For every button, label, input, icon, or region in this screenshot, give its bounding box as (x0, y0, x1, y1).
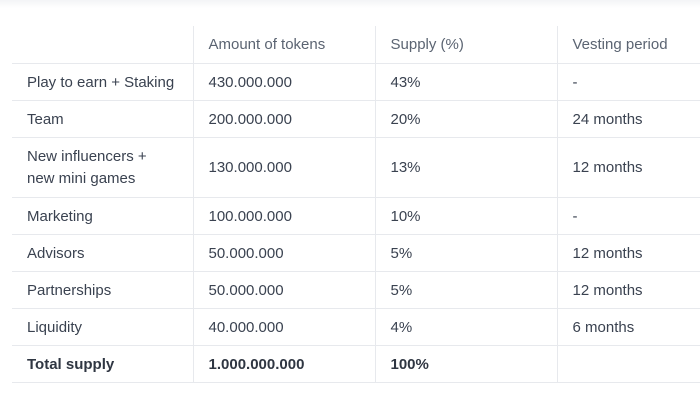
row-amount: 40.000.000 (192, 308, 375, 346)
row-supply: 4% (374, 308, 557, 346)
table-header: Amount of tokens Supply (%) Vesting peri… (12, 26, 700, 64)
total-vesting (556, 345, 700, 383)
token-allocation-table: Amount of tokens Supply (%) Vesting peri… (12, 26, 700, 383)
table-row: Advisors 50.000.000 5% 12 months (12, 234, 700, 272)
row-label: Play to earn + Staking (12, 63, 193, 101)
row-label: Liquidity (12, 308, 193, 346)
table-row: New influencers + new mini games 130.000… (12, 137, 700, 198)
total-label: Total supply (12, 345, 193, 383)
row-supply: 20% (374, 100, 557, 138)
row-amount: 50.000.000 (192, 271, 375, 309)
header-row: Amount of tokens Supply (%) Vesting peri… (12, 26, 700, 64)
row-label: Marketing (12, 197, 193, 235)
header-supply: Supply (%) (374, 26, 557, 64)
total-supply: 100% (374, 345, 557, 383)
row-vesting: 12 months (556, 234, 700, 272)
total-amount: 1.000.000.000 (192, 345, 375, 383)
table-row: Partnerships 50.000.000 5% 12 months (12, 271, 700, 309)
row-vesting: 12 months (556, 271, 700, 309)
row-supply: 13% (374, 137, 557, 198)
top-strip (0, 0, 700, 8)
row-supply: 10% (374, 197, 557, 235)
row-vesting: 12 months (556, 137, 700, 198)
row-supply: 5% (374, 271, 557, 309)
table-row: Marketing 100.000.000 10% - (12, 197, 700, 235)
table-row: Play to earn + Staking 430.000.000 43% - (12, 63, 700, 101)
header-vesting: Vesting period (556, 26, 700, 64)
row-vesting: 24 months (556, 100, 700, 138)
row-vesting: 6 months (556, 308, 700, 346)
row-vesting: - (556, 63, 700, 101)
table-body: Play to earn + Staking 430.000.000 43% -… (12, 63, 700, 383)
row-amount: 430.000.000 (192, 63, 375, 101)
row-supply: 5% (374, 234, 557, 272)
row-label-line: New influencers + (27, 147, 147, 165)
row-label: Advisors (12, 234, 193, 272)
table-row: Team 200.000.000 20% 24 months (12, 100, 700, 138)
header-amount: Amount of tokens (192, 26, 375, 64)
row-label: Partnerships (12, 271, 193, 309)
row-vesting: - (556, 197, 700, 235)
row-amount: 50.000.000 (192, 234, 375, 272)
row-label: New influencers + new mini games (12, 137, 193, 198)
total-row: Total supply 1.000.000.000 100% (12, 345, 700, 383)
row-supply: 43% (374, 63, 557, 101)
row-amount: 130.000.000 (192, 137, 375, 198)
header-category (12, 26, 193, 64)
table-row: Liquidity 40.000.000 4% 6 months (12, 308, 700, 346)
row-amount: 200.000.000 (192, 100, 375, 138)
row-amount: 100.000.000 (192, 197, 375, 235)
row-label-line: new mini games (27, 169, 136, 187)
row-label: Team (12, 100, 193, 138)
